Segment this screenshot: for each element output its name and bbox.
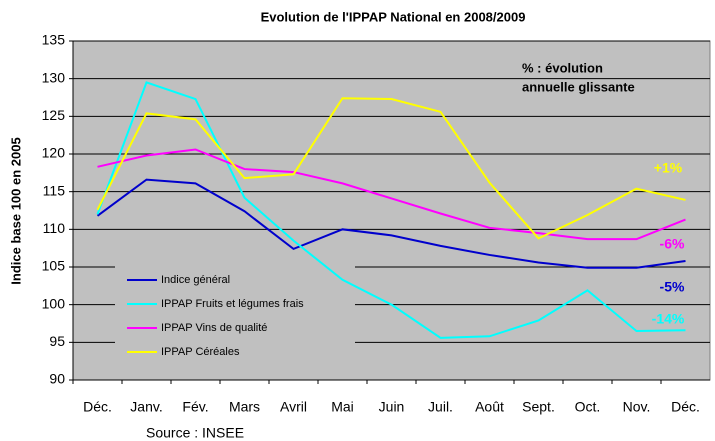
- y-tick-label: 130: [42, 69, 66, 85]
- x-tick-label: Fév.: [182, 399, 208, 415]
- series-line: [96, 81, 686, 339]
- legend-label: IPPAP Céréales: [161, 346, 240, 358]
- x-tick-label: Juil.: [428, 399, 453, 415]
- x-tick-label: Oct.: [575, 399, 601, 415]
- chart-title: Evolution de l'IPPAP National en 2008/20…: [261, 9, 526, 24]
- y-axis-label: Indice base 100 en 2005: [8, 137, 23, 284]
- y-tick-label: 100: [42, 295, 66, 311]
- y-tick-label: 115: [43, 182, 66, 198]
- annotation: -14%: [652, 311, 685, 327]
- annotation: -5%: [660, 279, 685, 295]
- x-tick-label: Janv.: [130, 399, 162, 415]
- legend-label: Indice général: [161, 274, 230, 286]
- x-tick-label: Avril: [280, 399, 307, 415]
- x-tick-label: Sept.: [522, 399, 555, 415]
- y-tick-label: 120: [42, 145, 66, 161]
- y-tick-label: 95: [49, 333, 65, 349]
- x-tick-label: Nov.: [623, 399, 651, 415]
- x-tick-label: Déc.: [83, 399, 112, 415]
- series-line: [96, 97, 686, 240]
- x-tick-label: Mai: [331, 399, 354, 415]
- note: annuelle glissante: [522, 79, 635, 94]
- legend-label: IPPAP Vins de qualité: [161, 322, 267, 334]
- series-line: [97, 148, 686, 241]
- legend-label: IPPAP Fruits et légumes frais: [161, 298, 304, 310]
- x-tick-label: Mars: [229, 399, 260, 415]
- y-tick-label: 110: [43, 220, 66, 236]
- x-tick-label: Juin: [379, 399, 405, 415]
- x-tick-label: Août: [475, 399, 504, 415]
- y-tick-label: 125: [42, 107, 66, 123]
- y-tick-label: 135: [42, 32, 66, 48]
- annotation: +1%: [654, 160, 683, 176]
- y-tick-label: 90: [49, 371, 65, 387]
- annotation: -6%: [660, 236, 685, 252]
- y-tick-label: 105: [42, 258, 66, 274]
- note: % : évolution: [522, 60, 603, 75]
- x-tick-label: Déc.: [671, 399, 700, 415]
- source: Source : INSEE: [146, 425, 244, 441]
- series-line: [96, 178, 686, 269]
